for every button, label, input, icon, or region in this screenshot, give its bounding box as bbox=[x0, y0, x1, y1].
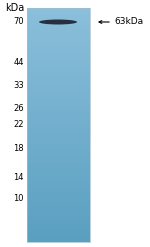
Bar bbox=[27, 134, 90, 137]
Bar bbox=[27, 75, 90, 78]
Bar bbox=[27, 184, 90, 186]
Text: 26: 26 bbox=[13, 103, 24, 112]
Bar bbox=[27, 140, 90, 143]
Bar bbox=[27, 81, 90, 84]
Bar bbox=[27, 163, 90, 166]
Bar bbox=[27, 160, 90, 163]
Bar bbox=[27, 131, 90, 134]
Bar bbox=[27, 8, 90, 242]
Bar bbox=[27, 227, 90, 230]
Bar bbox=[27, 84, 90, 87]
Bar bbox=[27, 195, 90, 198]
Bar bbox=[27, 137, 90, 140]
Bar bbox=[27, 58, 90, 61]
Bar bbox=[27, 122, 90, 125]
Bar bbox=[27, 236, 90, 239]
Text: kDa: kDa bbox=[5, 3, 24, 13]
Text: 14: 14 bbox=[14, 172, 24, 182]
Bar bbox=[27, 66, 90, 69]
Bar bbox=[27, 52, 90, 55]
Bar bbox=[27, 239, 90, 242]
Bar bbox=[27, 49, 90, 52]
Bar bbox=[27, 210, 90, 213]
Bar bbox=[27, 178, 90, 181]
Bar bbox=[27, 219, 90, 222]
Bar bbox=[27, 233, 90, 236]
Bar bbox=[27, 181, 90, 184]
Bar bbox=[27, 119, 90, 122]
Bar bbox=[27, 31, 90, 34]
Bar bbox=[27, 14, 90, 17]
Bar bbox=[27, 34, 90, 37]
Bar bbox=[27, 166, 90, 169]
Bar bbox=[27, 99, 90, 102]
Text: 33: 33 bbox=[13, 81, 24, 89]
Bar bbox=[27, 116, 90, 119]
Bar bbox=[27, 55, 90, 58]
Bar bbox=[27, 37, 90, 40]
Bar bbox=[27, 157, 90, 160]
Bar bbox=[27, 192, 90, 195]
Text: 10: 10 bbox=[14, 193, 24, 203]
Bar bbox=[27, 113, 90, 116]
Bar bbox=[27, 61, 90, 63]
Bar bbox=[27, 63, 90, 66]
Bar bbox=[27, 69, 90, 72]
Bar bbox=[27, 43, 90, 46]
Bar bbox=[27, 222, 90, 225]
Text: 63kDa: 63kDa bbox=[114, 18, 143, 26]
Bar bbox=[27, 17, 90, 20]
Bar bbox=[27, 107, 90, 110]
Bar bbox=[27, 93, 90, 96]
Bar bbox=[27, 78, 90, 81]
Bar bbox=[27, 148, 90, 151]
Bar bbox=[27, 172, 90, 175]
Bar bbox=[27, 125, 90, 128]
Bar bbox=[27, 46, 90, 49]
Bar bbox=[27, 25, 90, 28]
Text: 70: 70 bbox=[13, 18, 24, 26]
Bar bbox=[27, 175, 90, 178]
Bar bbox=[27, 225, 90, 227]
Bar bbox=[27, 8, 90, 11]
Bar bbox=[27, 198, 90, 201]
Bar bbox=[27, 207, 90, 210]
Bar bbox=[27, 87, 90, 90]
Bar bbox=[27, 216, 90, 219]
Bar bbox=[27, 143, 90, 145]
Bar bbox=[27, 213, 90, 216]
Bar bbox=[27, 96, 90, 99]
Text: 18: 18 bbox=[13, 144, 24, 152]
Text: 22: 22 bbox=[14, 120, 24, 128]
Bar bbox=[27, 90, 90, 93]
Bar bbox=[27, 154, 90, 157]
Bar bbox=[27, 230, 90, 233]
Bar bbox=[27, 128, 90, 131]
Bar bbox=[27, 145, 90, 148]
Bar bbox=[27, 11, 90, 14]
Bar bbox=[27, 189, 90, 192]
Bar bbox=[27, 40, 90, 43]
Bar bbox=[27, 28, 90, 31]
Bar bbox=[27, 169, 90, 172]
Text: 44: 44 bbox=[14, 58, 24, 66]
Bar bbox=[27, 72, 90, 75]
Bar bbox=[27, 23, 90, 25]
Bar bbox=[27, 201, 90, 204]
Bar bbox=[27, 186, 90, 189]
Bar bbox=[27, 151, 90, 154]
Bar bbox=[27, 102, 90, 104]
Bar bbox=[27, 110, 90, 113]
Bar bbox=[27, 204, 90, 207]
Bar bbox=[27, 20, 90, 23]
Bar bbox=[27, 104, 90, 107]
Ellipse shape bbox=[39, 20, 77, 24]
